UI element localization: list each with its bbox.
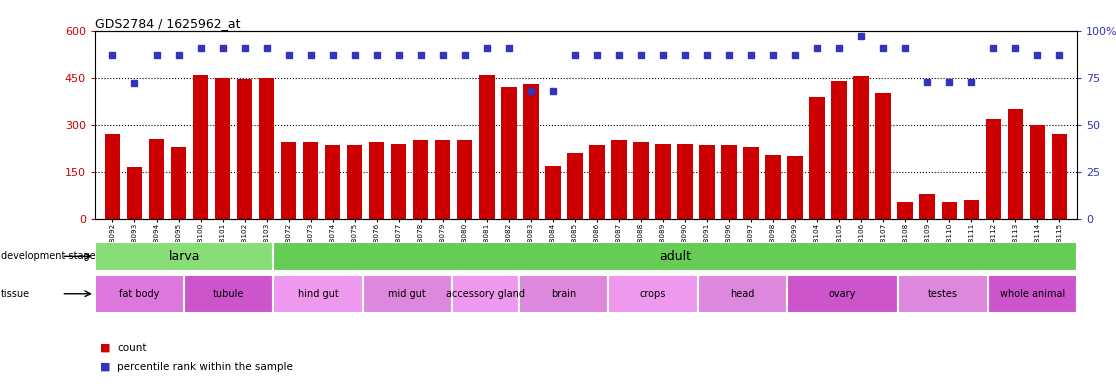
Text: accessory gland: accessory gland bbox=[446, 289, 525, 299]
Bar bbox=[985, 119, 1001, 219]
Bar bbox=[325, 145, 340, 219]
Bar bbox=[612, 141, 627, 219]
Bar bbox=[608, 275, 698, 313]
Bar bbox=[452, 275, 519, 313]
Bar bbox=[95, 275, 184, 313]
Bar bbox=[347, 145, 363, 219]
Bar bbox=[545, 166, 560, 219]
Bar bbox=[435, 141, 451, 219]
Bar bbox=[171, 147, 186, 219]
Bar bbox=[1008, 109, 1023, 219]
Bar bbox=[897, 202, 913, 219]
Bar bbox=[787, 275, 898, 313]
Bar bbox=[743, 147, 759, 219]
Bar bbox=[127, 167, 142, 219]
Text: fat body: fat body bbox=[119, 289, 160, 299]
Text: GDS2784 / 1625962_at: GDS2784 / 1625962_at bbox=[95, 17, 240, 30]
Text: brain: brain bbox=[551, 289, 576, 299]
Text: ovary: ovary bbox=[829, 289, 856, 299]
Text: larva: larva bbox=[169, 250, 200, 263]
Text: whole animal: whole animal bbox=[1000, 289, 1065, 299]
Text: percentile rank within the sample: percentile rank within the sample bbox=[117, 362, 294, 372]
Text: adult: adult bbox=[660, 250, 691, 263]
Bar bbox=[898, 275, 988, 313]
Bar bbox=[281, 142, 297, 219]
Bar bbox=[633, 142, 648, 219]
Text: head: head bbox=[730, 289, 754, 299]
Bar bbox=[391, 144, 406, 219]
Bar bbox=[273, 275, 363, 313]
Bar bbox=[700, 145, 714, 219]
Bar bbox=[369, 142, 384, 219]
Bar bbox=[698, 275, 787, 313]
Bar bbox=[1030, 125, 1045, 219]
Bar bbox=[589, 145, 605, 219]
Bar bbox=[479, 74, 494, 219]
Bar bbox=[215, 78, 230, 219]
Bar bbox=[831, 81, 847, 219]
Text: crops: crops bbox=[639, 289, 666, 299]
Text: count: count bbox=[117, 343, 146, 353]
Bar bbox=[237, 79, 252, 219]
Bar bbox=[1051, 134, 1067, 219]
Bar bbox=[501, 87, 517, 219]
Bar bbox=[875, 93, 891, 219]
Text: development stage: development stage bbox=[1, 251, 96, 262]
Bar bbox=[766, 155, 781, 219]
Bar bbox=[567, 153, 583, 219]
Text: mid gut: mid gut bbox=[388, 289, 426, 299]
Bar bbox=[920, 194, 935, 219]
Bar bbox=[95, 242, 273, 271]
Text: ■: ■ bbox=[100, 362, 110, 372]
Bar bbox=[523, 84, 539, 219]
Bar bbox=[854, 76, 869, 219]
Bar bbox=[677, 144, 693, 219]
Bar bbox=[105, 134, 121, 219]
Text: tubule: tubule bbox=[213, 289, 244, 299]
Bar bbox=[363, 275, 452, 313]
Bar bbox=[273, 242, 1077, 271]
Text: tissue: tissue bbox=[1, 289, 30, 299]
Bar bbox=[942, 202, 956, 219]
Bar bbox=[184, 275, 273, 313]
Bar bbox=[413, 141, 429, 219]
Bar bbox=[148, 139, 164, 219]
Bar bbox=[809, 97, 825, 219]
Bar bbox=[302, 142, 318, 219]
Bar bbox=[458, 141, 472, 219]
Bar bbox=[963, 200, 979, 219]
Bar bbox=[988, 275, 1077, 313]
Bar bbox=[721, 145, 737, 219]
Text: ■: ■ bbox=[100, 343, 110, 353]
Bar bbox=[788, 156, 802, 219]
Bar bbox=[259, 78, 275, 219]
Bar bbox=[519, 275, 608, 313]
Text: testes: testes bbox=[929, 289, 958, 299]
Text: hind gut: hind gut bbox=[298, 289, 338, 299]
Bar bbox=[193, 74, 209, 219]
Bar bbox=[655, 144, 671, 219]
